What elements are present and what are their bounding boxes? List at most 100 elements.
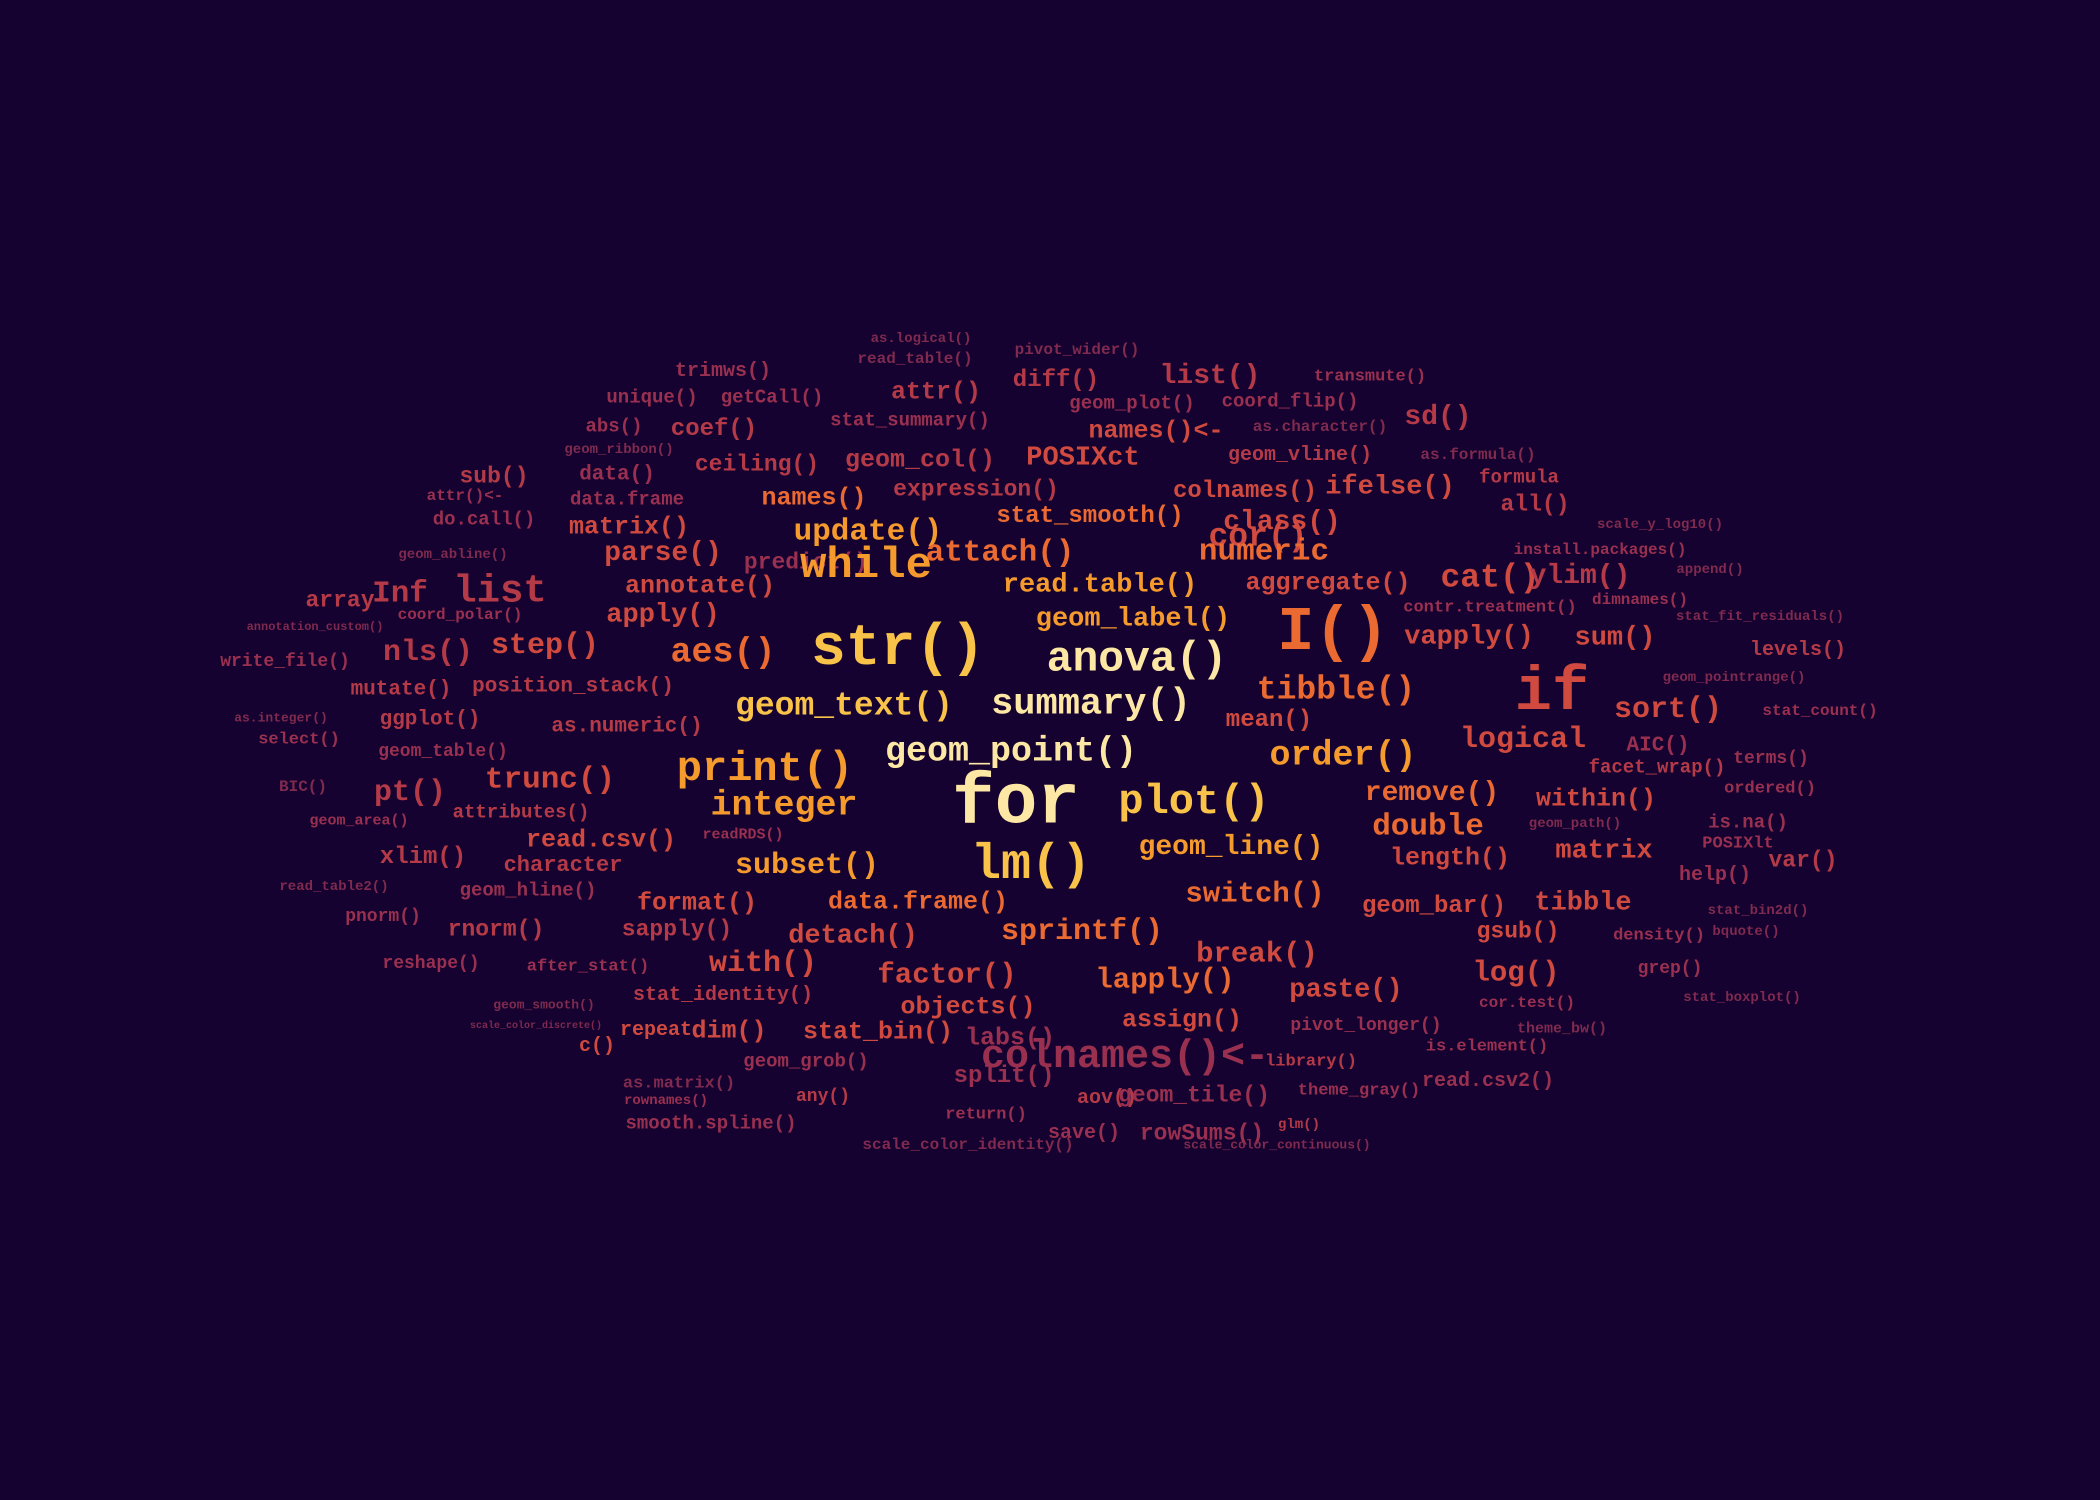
word-unique: unique()	[606, 386, 698, 409]
word-trunc: trunc()	[484, 762, 616, 798]
word-as-character: as.character()	[1252, 418, 1388, 436]
word-aes: aes()	[670, 632, 776, 673]
word-class: class()	[1223, 507, 1341, 538]
word-mean: mean()	[1225, 707, 1313, 734]
word-attr: attr()	[890, 377, 982, 407]
word-stat-count: stat_count()	[1762, 702, 1878, 720]
word-attr: attr()<-	[426, 487, 504, 505]
word-geom-pointrange: geom_pointrange()	[1662, 670, 1806, 686]
word-names: names()	[761, 483, 867, 513]
word-ylim: ylim()	[1529, 561, 1631, 592]
word-if: if	[1514, 657, 1590, 728]
word-is-element: is.element()	[1425, 1037, 1549, 1057]
word-read-csv: read.csv()	[525, 825, 677, 855]
word-remove: remove()	[1364, 778, 1500, 809]
word-smooth-spline: smooth.spline()	[625, 1112, 797, 1135]
word-coord-polar: coord_polar()	[397, 606, 523, 624]
word-geom-area: geom_area()	[309, 812, 409, 830]
word-xlim: xlim()	[379, 844, 467, 871]
word-transmute: transmute()	[1313, 367, 1427, 387]
word-cor-test: cor.test()	[1478, 994, 1576, 1012]
word-data-frame: data.frame()	[827, 887, 1009, 917]
word-for: for	[952, 764, 1080, 845]
word-list: list()	[1159, 361, 1261, 392]
word-is-na: is.na()	[1708, 811, 1788, 834]
word-getcall: getCall()	[720, 386, 824, 409]
word-update: update()	[793, 514, 943, 550]
word-parse: parse()	[604, 538, 722, 569]
word-any: any()	[795, 1087, 851, 1107]
word-install-packages: install.packages()	[1513, 541, 1687, 559]
word-stat-smooth: stat_smooth()	[996, 503, 1184, 530]
word-inf: Inf	[372, 576, 428, 612]
word-bquote: bquote()	[1712, 924, 1780, 940]
word-readrds: readRDS()	[702, 826, 784, 844]
word-diff: diff()	[1012, 367, 1100, 394]
word-mutate: mutate()	[350, 678, 452, 702]
word-bic: BIC()	[278, 778, 328, 796]
word-data-frame: data.frame	[569, 488, 685, 511]
word-within: within()	[1535, 784, 1657, 814]
word-stat-identity: stat_identity()	[632, 984, 814, 1007]
word-return: return()	[945, 1105, 1027, 1125]
word-stat-bin: stat_bin()	[802, 1017, 954, 1047]
word-switch: switch()	[1185, 877, 1325, 911]
word-subset: subset()	[734, 849, 880, 883]
word-do-call: do.call()	[432, 508, 536, 531]
word-read-table: read_table()	[857, 350, 973, 368]
word-sapply: sapply()	[621, 916, 733, 943]
word-nls: nls()	[382, 636, 474, 670]
word-str: str()	[810, 617, 986, 682]
word-annotation-custom: annotation_custom()	[246, 620, 384, 634]
word-read-table2: read_table2()	[279, 879, 389, 895]
word-logical: logical	[1459, 723, 1587, 757]
word-step: step()	[490, 629, 600, 663]
word-plot: plot()	[1118, 778, 1270, 826]
word-glm: glm()	[1277, 1117, 1321, 1133]
word-theme-bw: theme_bw()	[1516, 1020, 1608, 1038]
word-stat-bin2d: stat_bin2d()	[1707, 903, 1809, 919]
word-repeat: repeat	[619, 1019, 693, 1042]
word-write-file: write_file()	[220, 652, 350, 672]
word-attributes: attributes()	[452, 801, 590, 824]
word-geom-path: geom_path()	[1528, 816, 1622, 832]
word-trimws: trimws()	[674, 360, 772, 383]
word-read-table: read.table()	[1002, 570, 1198, 601]
word-cat: cat()	[1440, 559, 1540, 597]
word-geom-tile: geom_tile()	[1118, 1082, 1270, 1109]
word-objects: objects()	[900, 992, 1036, 1022]
word-ifelse: ifelse()	[1325, 472, 1455, 503]
word-as-numeric: as.numeric()	[551, 715, 703, 739]
word-c: c()	[578, 1035, 616, 1058]
word-geom-label: geom_label()	[1035, 604, 1231, 635]
word-posixlt: POSIXlt	[1702, 834, 1774, 854]
word-cor: cor()	[1208, 518, 1308, 556]
word-numeric: numeric	[1198, 534, 1330, 570]
word-facet-wrap: facet_wrap()	[1588, 756, 1726, 779]
word-geom-smooth: geom_smooth()	[493, 997, 595, 1013]
word-sd: sd()	[1404, 402, 1472, 433]
word-predict: predict()	[743, 549, 869, 576]
word-colnames: colnames()<-	[980, 1035, 1270, 1080]
word-reshape: reshape()	[382, 954, 480, 974]
word-factor: factor()	[877, 958, 1017, 992]
word-rownames: rownames()	[623, 1093, 709, 1109]
word-tibble: tibble	[1534, 888, 1632, 919]
word-as-matrix: as.matrix()	[622, 1074, 736, 1094]
word-coef: coef()	[670, 416, 758, 443]
word-append: append()	[1676, 562, 1744, 578]
word-stat-summary: stat_summary()	[830, 409, 990, 432]
word-geom-plot: geom_plot()	[1069, 392, 1195, 415]
word-library: library()	[1265, 1052, 1357, 1072]
word-data: data()	[579, 463, 655, 487]
word-assign: assign()	[1121, 1005, 1243, 1035]
word-annotate: annotate()	[624, 571, 776, 601]
word-coord-flip: coord_flip()	[1221, 390, 1359, 413]
word-lapply: lapply()	[1095, 963, 1235, 997]
word-stat-fit-residuals: stat_fit_residuals()	[1675, 609, 1845, 625]
word-geom-abline: geom_abline()	[398, 547, 508, 563]
word-geom-grob: geom_grob()	[743, 1050, 869, 1073]
word-dimnames: dimnames()	[1591, 591, 1689, 609]
word-select: select()	[258, 730, 340, 750]
